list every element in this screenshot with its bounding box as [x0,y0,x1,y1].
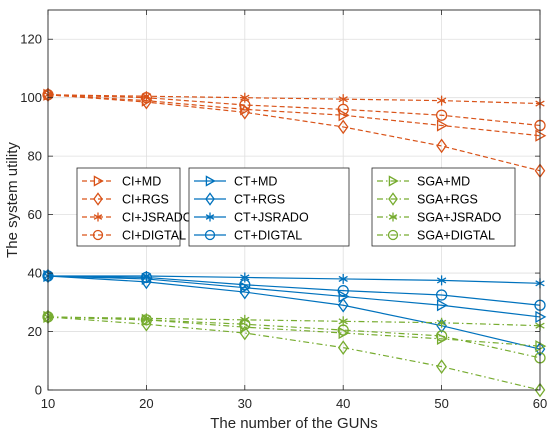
x-tick-label: 10 [41,396,55,411]
data-point-ci-digtal [140,92,153,104]
data-point-ct-digtal [239,279,251,291]
legend-label-sga-digtal: SGA+DIGTAL [417,229,495,243]
legend-label-ct-md: CT+MD [234,175,277,189]
series-line-sga-jsrado [47,316,541,327]
series-line-ci-jsrado [47,94,541,105]
legend-label-ci-digtal: CI+DIGTAL [122,229,186,243]
data-point-ci-rgs [239,104,251,120]
series-line-sga-digtal [47,316,541,359]
series-line-ci-md [47,94,541,137]
legend-box: SGA+MD SGA+RGS SGA+JSRADO SGA+DIGTAL [371,167,516,247]
legend-label-sga-jsrado: SGA+JSRADO [417,211,502,225]
data-point-ct-rgs [239,284,251,300]
x-tick-label: 40 [336,396,350,411]
data-point-ci-digtal [435,109,448,121]
x-tick-label: 20 [139,396,153,411]
data-point-ci-md [338,109,350,122]
data-point-sga-md [535,340,547,353]
legend-marker-ct-md [205,175,216,187]
legend-marker-ct-rgs [205,192,215,206]
y-tick-label: 100 [20,90,42,105]
y-tick-label: 80 [28,149,42,164]
series-line-ct-md [47,275,541,318]
y-tick-label: 60 [28,207,42,222]
legend-marker-ci-rgs [93,192,103,206]
series-line-ct-jsrado [48,275,541,284]
data-point-sga-digtal [435,330,448,342]
data-point-ct-digtal [435,289,448,301]
legend-label-ci-rgs: CI+RGS [122,193,169,207]
data-point-sga-jsrado [436,317,447,328]
data-point-ct-rgs [436,318,447,334]
series-line-sga-rgs [47,316,541,391]
data-point-ct-jsrado [436,275,447,286]
x-tick-label: 60 [533,396,547,411]
data-point-ci-jsrado [338,94,348,105]
data-point-sga-digtal [239,318,251,330]
data-point-ci-jsrado [240,92,250,103]
data-point-ct-rgs [337,297,349,313]
legend-marker-ci-md [93,175,104,187]
data-point-sga-rgs [436,359,447,374]
data-point-sga-rgs [239,325,251,341]
axis-ticks: 10 20 30 40 50 60 0 20 40 60 80 100 120 [20,10,547,411]
legend-label-ci-jsrado: CI+JSRADO [122,211,193,225]
y-tick-label: 20 [28,324,42,339]
data-point-sga-rgs [337,340,349,355]
y-tick-label: 0 [35,383,42,398]
data-lines [47,94,541,391]
data-point-sga-digtal [140,314,153,326]
legend-marker-ci-jsrado [93,212,103,222]
legend-label-sga-md: SGA+MD [417,175,470,189]
legend-label-ct-digtal: CT+DIGTAL [234,229,302,243]
data-point-ct-digtal [337,284,349,297]
series-line-ci-rgs [47,94,541,172]
data-point-ct-rgs [141,274,152,290]
legend-marker-ct-digtal [204,229,216,241]
x-tick-label: 50 [434,396,448,411]
plot-frame [47,9,541,391]
data-point-ci-md [535,129,547,142]
legend-marker-ct-jsrado [205,212,215,222]
data-point-ct-md [535,310,547,324]
y-axis-label: The system utility [4,142,21,258]
legend-box: CT+MD CT+RGS CT+JSRADO CT+DIGTAL [188,167,350,247]
data-point-ci-digtal [337,103,349,116]
data-point-sga-digtal [337,324,349,336]
x-axis-label: The number of the GUNs [210,415,378,432]
data-point-ct-jsrado [338,273,348,284]
data-point-ci-rgs [436,138,447,154]
legend-marker-sga-rgs [388,192,398,206]
data-point-ct-digtal [140,271,153,284]
data-point-ct-jsrado [240,272,250,283]
legend-label-sga-rgs: SGA+RGS [417,193,478,207]
data-point-ci-rgs [141,94,152,110]
series-line-ct-digtal [47,275,541,306]
data-point-sga-rgs [141,316,152,332]
y-tick-label: 40 [28,266,42,281]
y-tick-label: 120 [20,32,42,47]
data-point-ci-jsrado [436,95,447,106]
data-point-sga-rgs [534,382,546,398]
x-tick-label: 30 [238,396,252,411]
legends: CI+MD CI+RGS CI+JSRADO CI+DIGTAL CT+MD CT+RGS… [76,167,516,247]
data-point-ci-md [436,119,448,132]
data-point-ci-digtal [239,99,251,111]
legend-label-ct-rgs: CT+RGS [234,193,285,207]
legend-marker-sga-jsrado [388,212,398,222]
data-point-ci-rgs [337,119,349,135]
series-line-ct-rgs [47,275,541,350]
legend-marker-sga-md [388,175,399,187]
series-line-ci-digtal [47,94,541,127]
legend-label-ci-md: CI+MD [122,175,161,189]
legend-label-ct-jsrado: CT+JSRADO [234,211,309,225]
legend-marker-ci-digtal [92,229,104,241]
legend-marker-sga-digtal [387,229,399,241]
legend-box: CI+MD CI+RGS CI+JSRADO CI+DIGTAL [76,167,193,247]
data-point-ct-md [436,299,448,312]
